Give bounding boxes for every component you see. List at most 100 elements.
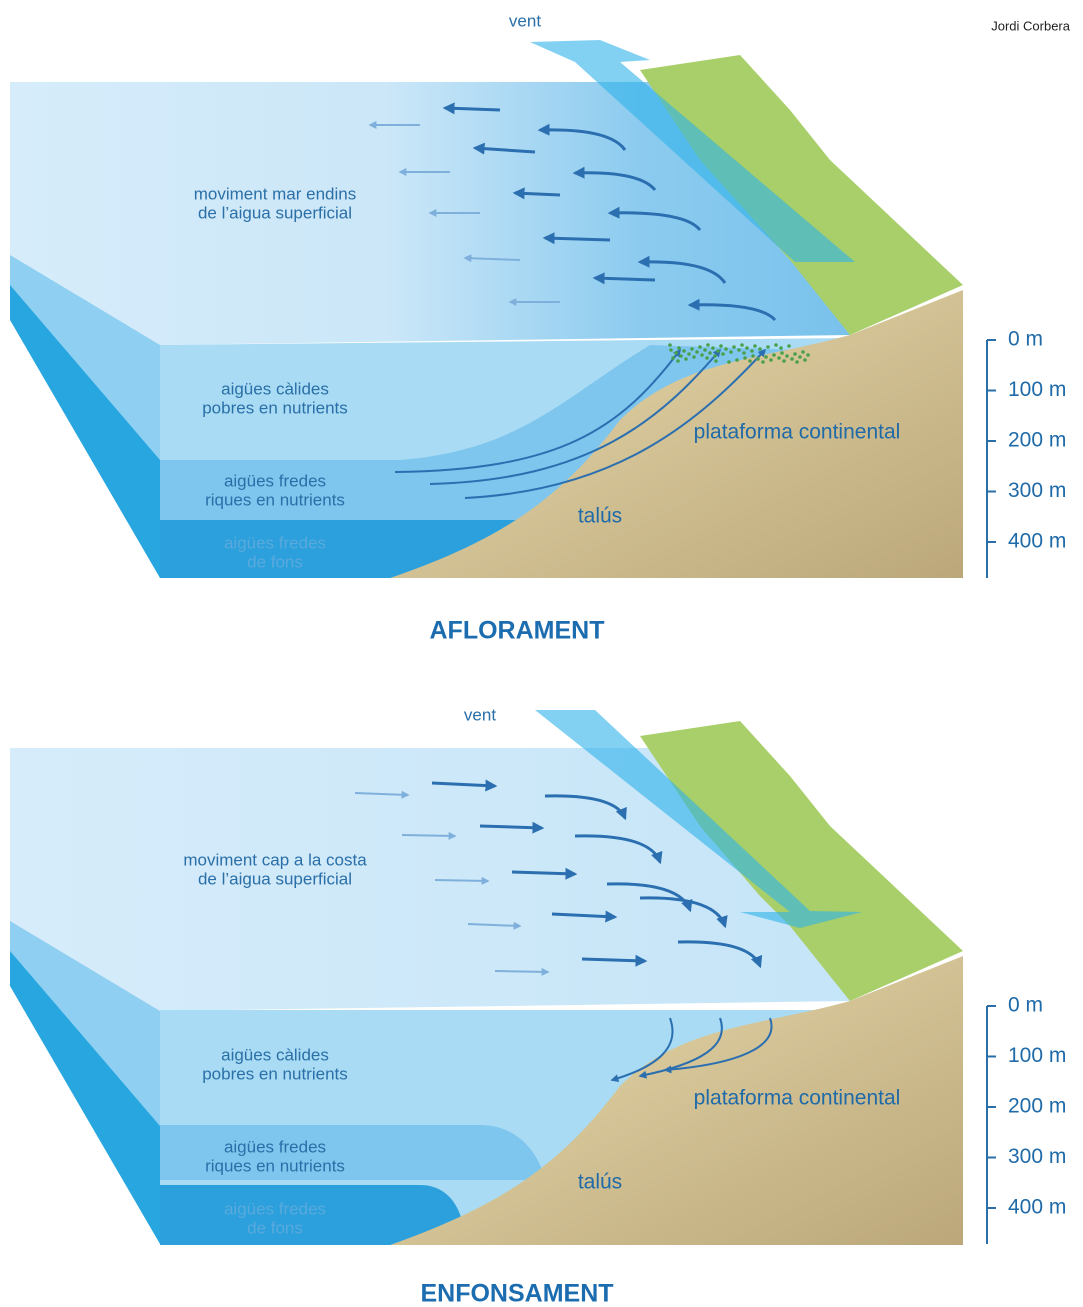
surface-label: moviment mar endins	[194, 184, 357, 203]
current-arrow	[637, 255, 727, 284]
shelf	[390, 290, 963, 578]
plankton	[779, 346, 783, 350]
plankton	[758, 347, 762, 351]
surface-label: de l’aigua superficial	[198, 869, 352, 888]
plankton	[769, 358, 773, 362]
plankton	[687, 352, 691, 356]
plankton	[793, 352, 797, 356]
plankton	[679, 354, 683, 358]
plankton	[787, 344, 791, 348]
plankton	[750, 349, 754, 353]
downwelling-curves	[610, 1017, 773, 1083]
deep-layer	[160, 1185, 465, 1245]
plankton	[671, 356, 675, 360]
coast	[640, 55, 963, 335]
depth-label: 300 m	[1008, 479, 1066, 502]
layer-label: riques en nutrients	[205, 1156, 345, 1175]
layer-label: de fons	[247, 552, 303, 571]
current-arrow	[463, 254, 521, 263]
current-arrow	[551, 910, 618, 923]
layer-label: aigües fredes	[224, 471, 326, 490]
plankton	[676, 359, 680, 363]
upwelling-arrow	[429, 348, 722, 485]
current-arrow	[401, 831, 457, 840]
layer-label: pobres en nutrients	[202, 1064, 348, 1083]
layer-label: pobres en nutrients	[202, 398, 348, 417]
plankton	[795, 360, 799, 364]
plankton	[761, 360, 765, 364]
plankton	[801, 350, 805, 354]
side-face	[10, 921, 160, 1126]
upwelling-arrow	[464, 348, 767, 499]
layer-label: de fons	[247, 1218, 303, 1237]
plankton	[692, 355, 696, 359]
layer-label: aigües fredes	[224, 1137, 326, 1156]
current-arrow	[511, 867, 578, 880]
current-arrow	[434, 876, 490, 885]
cold-layer	[160, 1125, 545, 1180]
plankton	[668, 343, 672, 347]
plankton	[798, 355, 802, 359]
downwelling-arrow	[638, 1017, 723, 1079]
plankton	[705, 356, 709, 360]
current-arrow	[581, 954, 648, 967]
depth-label: 400 m	[1008, 530, 1066, 553]
surface-label: de l’aigua superficial	[198, 203, 352, 222]
plankton	[748, 359, 752, 363]
surface-label: moviment cap a la costa	[183, 850, 367, 869]
plankton	[716, 349, 720, 353]
plankton	[803, 358, 807, 362]
plankton	[684, 357, 688, 361]
plankton	[742, 351, 746, 355]
current-arrow	[479, 821, 545, 834]
plankton	[729, 350, 733, 354]
plankton	[806, 353, 810, 357]
plankton	[737, 348, 741, 352]
layer-label: aigües càlides	[221, 1045, 329, 1064]
plankton	[682, 349, 686, 353]
current-arrow	[512, 187, 561, 200]
plankton	[785, 354, 789, 358]
current-arrow	[592, 272, 656, 285]
plankton	[766, 345, 770, 349]
shelf	[390, 956, 963, 1245]
depth-label: 200 m	[1008, 1095, 1066, 1118]
cold-layer	[160, 345, 800, 520]
current-arrow	[607, 206, 702, 232]
depth-label: 100 m	[1008, 1044, 1066, 1067]
plankton	[764, 355, 768, 359]
layer-label: aigües fredes	[224, 533, 326, 552]
current-arrow	[494, 967, 550, 976]
wind-label: vent	[464, 705, 496, 724]
wind-label: vent	[509, 11, 541, 30]
depth-label: 100 m	[1008, 378, 1066, 401]
current-arrow	[639, 896, 728, 929]
current-arrow	[687, 298, 777, 322]
upwelling-arrow	[394, 348, 681, 473]
plankton	[669, 348, 673, 352]
plankton	[711, 346, 715, 350]
plankton	[790, 357, 794, 361]
plankton	[727, 360, 731, 364]
plankton	[724, 347, 728, 351]
upwelling-curves	[394, 343, 810, 499]
plankton	[677, 346, 681, 350]
wind-arrow	[535, 710, 862, 928]
plankton	[740, 343, 744, 347]
layer-label: aigües fredes	[224, 1199, 326, 1218]
sea-surface	[10, 748, 850, 1011]
current-arrow	[442, 102, 501, 115]
plankton	[690, 347, 694, 351]
depth-label: 0 m	[1008, 328, 1043, 351]
credit: Jordi Corbera	[991, 18, 1071, 33]
plankton	[695, 350, 699, 354]
plankton	[756, 357, 760, 361]
plankton	[732, 345, 736, 349]
plankton	[782, 359, 786, 363]
plankton	[745, 346, 749, 350]
current-arrow	[431, 779, 498, 792]
plankton	[735, 358, 739, 362]
current-arrow	[537, 123, 627, 151]
plankton	[719, 344, 723, 348]
